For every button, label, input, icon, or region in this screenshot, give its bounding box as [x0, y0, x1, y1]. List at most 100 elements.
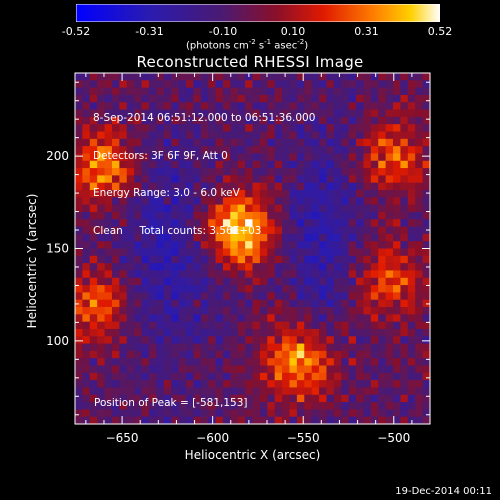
heatmap-cell: [341, 343, 350, 352]
heatmap-cell: [252, 255, 261, 264]
heatmap-cell: [370, 197, 379, 206]
heatmap-cell: [341, 285, 350, 293]
heatmap-cell: [311, 197, 320, 206]
heatmap-cell: [178, 116, 187, 125]
heatmap-cell: [156, 204, 165, 213]
heatmap-cell: [215, 372, 224, 381]
heatmap-cell: [370, 358, 379, 367]
heatmap-cell: [333, 233, 342, 242]
heatmap-cell: [385, 87, 394, 96]
heatmap-cell: [363, 336, 372, 345]
heatmap-cell: [252, 94, 261, 103]
heatmap-cell: [111, 226, 120, 235]
heatmap-cell: [326, 211, 335, 220]
heatmap-cell: [208, 109, 217, 118]
heatmap-cell: [82, 358, 91, 367]
heatmap-cell: [104, 175, 113, 184]
heatmap-cell: [311, 94, 320, 103]
heatmap-cell: [237, 94, 246, 103]
heatmap-cell: [178, 241, 187, 250]
heatmap-cell: [82, 365, 91, 374]
heatmap-cell: [385, 299, 394, 308]
heatmap-cell: [296, 263, 305, 272]
heatmap-cell: [171, 277, 180, 286]
heatmap-cell: [407, 394, 416, 403]
heatmap-cell: [97, 204, 106, 213]
heatmap-cell: [400, 211, 409, 220]
heatmap-cell: [104, 321, 113, 330]
heatmap-cell: [222, 387, 231, 396]
heatmap-cell: [252, 307, 261, 315]
heatmap-cell: [415, 387, 424, 396]
heatmap-cell: [230, 109, 239, 118]
heatmap-cell: [378, 248, 387, 257]
heatmap-cell: [245, 387, 254, 396]
heatmap-cell: [119, 292, 128, 301]
heatmap-cell: [370, 87, 379, 96]
heatmap-cell: [274, 314, 283, 323]
heatmap-cell: [148, 365, 157, 374]
heatmap-cell: [75, 102, 83, 111]
heatmap-cell: [311, 299, 320, 308]
heatmap-cell: [222, 343, 231, 352]
heatmap-cell: [296, 168, 305, 176]
heatmap-cell: [267, 138, 276, 147]
heatmap-cell: [422, 358, 431, 367]
heatmap-cell: [378, 138, 387, 147]
heatmap-cell: [296, 124, 305, 133]
heatmap-cell: [385, 270, 394, 279]
heatmap-cell: [304, 365, 313, 374]
heatmap-cell: [141, 299, 150, 308]
heatmap-cell: [370, 314, 379, 323]
heatmap-cell: [215, 131, 224, 140]
heatmap-cell: [82, 314, 91, 323]
heatmap-cell: [104, 138, 113, 147]
heatmap-cell: [348, 372, 357, 381]
heatmap-cell: [319, 409, 328, 418]
heatmap-cell: [326, 314, 335, 323]
heatmap-cell: [296, 270, 305, 279]
heatmap-cell: [237, 73, 246, 81]
heatmap-cell: [215, 263, 224, 272]
heatmap-cell: [385, 73, 394, 81]
heatmap-cell: [259, 241, 268, 250]
heatmap-cell: [326, 328, 335, 337]
heatmap-cell: [333, 358, 342, 367]
heatmap-cell: [378, 211, 387, 220]
heatmap-cell: [185, 109, 194, 118]
heatmap-cell: [356, 160, 365, 169]
heatmap-cell: [370, 160, 379, 169]
heatmap-cell: [245, 94, 254, 103]
heatmap-cell: [230, 358, 239, 367]
heatmap-cell: [200, 73, 209, 81]
heatmap-cell: [82, 270, 91, 279]
heatmap-cell: [422, 241, 431, 250]
heatmap-cell: [356, 146, 365, 155]
heatmap-cell: [119, 394, 128, 403]
heatmap-cell: [348, 299, 357, 308]
heatmap-cell: [148, 372, 157, 381]
heatmap-cell: [400, 409, 409, 418]
heatmap-cell: [97, 109, 106, 118]
heatmap-cell: [222, 219, 231, 228]
heatmap-cell: [82, 350, 91, 359]
heatmap-cell: [267, 285, 276, 293]
heatmap-cell: [385, 321, 394, 330]
heatmap-cell: [259, 365, 268, 374]
heatmap-cell: [274, 299, 283, 308]
heatmap-cell: [378, 94, 387, 103]
heatmap-cell: [237, 328, 246, 337]
heatmap-cell: [252, 358, 261, 367]
heatmap-cell: [326, 292, 335, 301]
heatmap-cell: [252, 365, 261, 374]
heatmap-cell: [97, 190, 106, 198]
heatmap-cell: [393, 277, 402, 286]
heatmap-cell: [333, 328, 342, 337]
heatmap-cell: [141, 292, 150, 301]
heatmap-cell: [304, 270, 313, 279]
heatmap-cell: [141, 263, 150, 272]
heatmap-cell: [341, 219, 350, 228]
heatmap-cell: [126, 270, 135, 279]
heatmap-cell: [185, 270, 194, 279]
heatmap-cell: [259, 94, 268, 103]
